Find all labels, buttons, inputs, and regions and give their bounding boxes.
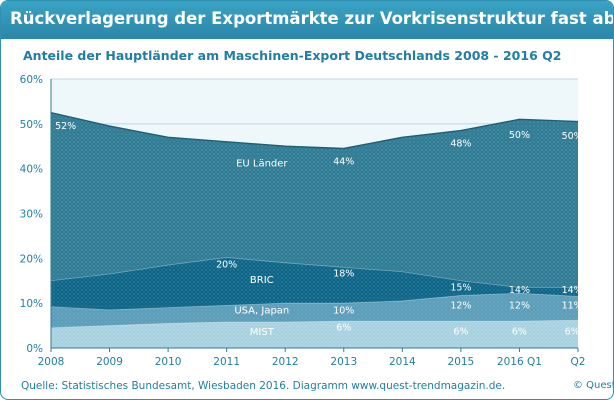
- data-label: 15%: [450, 283, 471, 294]
- chart-title: Anteile der Hauptländer am Maschinen-Exp…: [23, 48, 562, 63]
- data-label: 6%: [453, 327, 468, 338]
- x-tick-label: 2010: [155, 356, 182, 368]
- data-label: 48%: [450, 139, 471, 150]
- series-line-usa-japan: [50, 292, 579, 311]
- x-axis-tick-labels: 2008 2009 2010 2011 2012 2013 2014 2015 2016 Q1 Q…: [38, 356, 586, 368]
- data-label: 18%: [333, 269, 354, 280]
- data-label: 12%: [450, 301, 471, 312]
- y-tick-label: 30%: [20, 209, 43, 221]
- source-note: Quelle: Statistisches Bundesamt, Wiesbad…: [21, 380, 506, 392]
- series-line-eu-l-nder: [50, 111, 579, 150]
- data-label: 44%: [333, 157, 354, 168]
- data-label: 11%: [562, 301, 583, 312]
- axes: [50, 79, 579, 352]
- data-label: 6%: [565, 327, 580, 338]
- data-label: 50%: [509, 130, 530, 141]
- series-label: MIST: [250, 327, 275, 338]
- y-tick-label: 40%: [20, 164, 43, 176]
- y-tick-label: 10%: [20, 298, 43, 310]
- y-tick-label: 60%: [20, 74, 43, 86]
- x-tick-label: Q2: [571, 356, 586, 368]
- data-label: 12%: [509, 301, 530, 312]
- x-tick-label: 2013: [330, 356, 357, 368]
- series-line-bric: [50, 257, 578, 288]
- data-label: 6%: [336, 323, 351, 334]
- series-label: BRIC: [250, 275, 274, 286]
- data-label: 20%: [216, 260, 237, 271]
- area-texture-mist: [51, 320, 578, 348]
- series-labels: EU Länder BRIC USA, Japan MIST: [234, 158, 289, 338]
- data-label: 52%: [55, 121, 76, 132]
- y-axis-tick-labels: 0% 10% 20% 30% 40% 50% 60%: [20, 74, 43, 355]
- y-tick-label: 20%: [20, 253, 43, 265]
- series-line-mist: [50, 319, 579, 329]
- data-label: 14%: [562, 285, 583, 296]
- series-label: EU Länder: [236, 158, 288, 169]
- page-title: Rückverlagerung der Exportmärkte zur Vor…: [10, 9, 613, 28]
- x-tick-label: 2016 Q1: [497, 356, 542, 368]
- x-tick-label: 2011: [213, 356, 240, 368]
- y-tick-label: 50%: [20, 119, 43, 131]
- data-label: 6%: [512, 327, 527, 338]
- header-bar: Rückverlagerung der Exportmärkte zur Vor…: [1, 1, 613, 39]
- x-tick-label: 2014: [389, 356, 416, 368]
- x-tick-label: 2012: [272, 356, 299, 368]
- data-label: 10%: [333, 305, 354, 316]
- x-tick-label: 2015: [448, 356, 475, 368]
- x-tick-label: 2008: [38, 356, 65, 368]
- series-label: USA, Japan: [234, 305, 289, 316]
- series-areas: [50, 111, 579, 348]
- data-label: 14%: [509, 285, 530, 296]
- copyright: © Quest: [573, 380, 614, 391]
- data-label: 50%: [562, 131, 583, 142]
- y-tick-label: 0%: [26, 343, 43, 355]
- x-tick-label: 2009: [96, 356, 123, 368]
- data-labels: 52% 44% 48% 50% 50% 20% 18% 15% 14% 14% 10% 12% 12% 1…: [55, 121, 583, 338]
